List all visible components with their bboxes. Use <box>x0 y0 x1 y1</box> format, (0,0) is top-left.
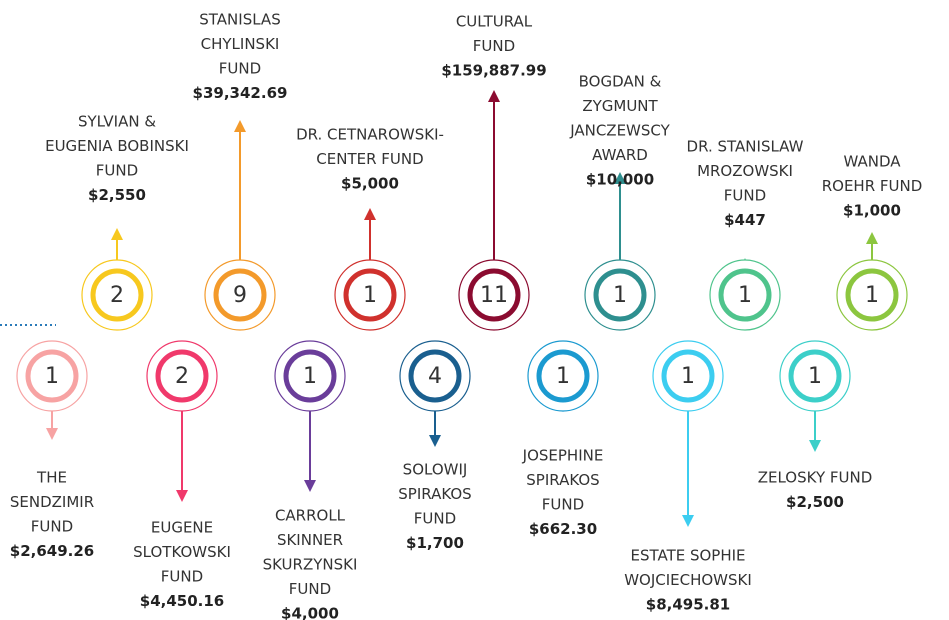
fund-name: STANISLAS <box>199 11 280 29</box>
fund-name: CARROLL <box>275 507 346 525</box>
fund-amount: $159,887.99 <box>441 62 546 80</box>
count: 1 <box>865 283 879 308</box>
fund-name: SKURZYNSKI <box>263 556 358 574</box>
inner-ring <box>213 268 267 322</box>
fund-name: FUND <box>542 496 584 514</box>
fund-name: JOSEPHINE <box>522 447 604 465</box>
fund-amount: $8,495.81 <box>646 596 730 614</box>
fund-name: ZYGMUNT <box>582 97 658 115</box>
fund-name: THE <box>36 469 67 487</box>
arrow-head <box>111 228 123 240</box>
fund-name: SPIRAKOS <box>398 485 471 503</box>
fund-amount: $4,000 <box>281 605 339 620</box>
fund-name: DR. CETNAROWSKI- <box>296 126 444 144</box>
fund-name: WANDA <box>843 153 901 171</box>
fund-name: FUND <box>31 518 73 536</box>
fund-name: SENDZIMIR <box>10 493 94 511</box>
arrow-head <box>809 440 821 452</box>
inner-ring <box>718 268 772 322</box>
fund-name: ZELOSKY FUND <box>758 469 873 487</box>
arrow-head <box>304 480 316 492</box>
count: 1 <box>681 364 695 389</box>
arrow-head <box>176 490 188 502</box>
fund-name: JANCZEWSCY <box>569 122 670 140</box>
fund-name: BOGDAN & <box>579 73 662 91</box>
fund-amount: $447 <box>724 211 766 229</box>
arrow-head <box>682 515 694 527</box>
fund-name: WOJCIECHOWSKI <box>624 571 752 589</box>
count: 11 <box>480 283 508 308</box>
fund-amount: $1,700 <box>406 534 464 552</box>
fund-name: FUND <box>289 580 331 598</box>
arrow-head <box>614 172 626 184</box>
fund-name: AWARD <box>592 146 648 164</box>
count: 1 <box>808 364 822 389</box>
fund-name: ROEHR FUND <box>822 177 923 195</box>
fund-name: SLOTKOWSKI <box>133 543 231 561</box>
fund-name: CENTER FUND <box>316 150 423 168</box>
count: 4 <box>428 364 442 389</box>
count: 2 <box>110 283 124 308</box>
arrow-head <box>866 232 878 244</box>
inner-ring <box>467 268 521 322</box>
fund-name: FUND <box>161 568 203 586</box>
arrow-head <box>488 90 500 102</box>
arrow-head <box>46 428 58 440</box>
fund-amount: $2,500 <box>786 493 844 511</box>
count: 2 <box>175 364 189 389</box>
fund-name: SPIRAKOS <box>526 471 599 489</box>
arrow-head <box>364 208 376 220</box>
fund-name: SKINNER <box>277 531 343 549</box>
fund-amount: $1,000 <box>843 202 901 220</box>
fund-name: FUND <box>219 60 261 78</box>
fund-name: FUND <box>414 510 456 528</box>
fund-amount: $4,450.16 <box>140 592 224 610</box>
fund-name: DR. STANISLAW <box>687 138 804 156</box>
fund-name: CHYLINSKI <box>201 35 280 53</box>
inner-ring <box>845 268 899 322</box>
inner-ring <box>593 268 647 322</box>
inner-ring <box>283 349 337 403</box>
fund-name: EUGENIA BOBINSKI <box>45 137 189 155</box>
fund-amount: $2,649.26 <box>10 542 94 560</box>
inner-ring <box>343 268 397 322</box>
fund-name: EUGENE <box>151 519 213 537</box>
arrow-head <box>429 435 441 447</box>
fund-name: ESTATE SOPHIE <box>630 547 745 565</box>
inner-ring <box>408 349 462 403</box>
fund-name: CULTURAL <box>456 13 533 31</box>
fund-name: MROZOWSKI <box>697 162 793 180</box>
fund-name: FUND <box>724 187 766 205</box>
count: 1 <box>556 364 570 389</box>
fund-name: SYLVIAN & <box>78 113 156 131</box>
inner-ring <box>536 349 590 403</box>
fund-name: SOLOWIJ <box>403 461 468 479</box>
inner-ring <box>788 349 842 403</box>
count: 1 <box>303 364 317 389</box>
inner-ring <box>90 268 144 322</box>
count: 1 <box>363 283 377 308</box>
count: 9 <box>233 283 247 308</box>
fund-name: FUND <box>96 162 138 180</box>
fund-amount: $5,000 <box>341 175 399 193</box>
count: 1 <box>45 364 59 389</box>
inner-ring <box>661 349 715 403</box>
fund-amount: $39,342.69 <box>193 84 288 102</box>
fund-amount: $10,000 <box>586 171 654 189</box>
count: 1 <box>738 283 752 308</box>
fund-amount: $662.30 <box>529 520 597 538</box>
fund-name: FUND <box>473 37 515 55</box>
inner-ring <box>155 349 209 403</box>
arrow-head <box>234 120 246 132</box>
count: 1 <box>613 283 627 308</box>
fund-amount: $2,550 <box>88 186 146 204</box>
inner-ring <box>25 349 79 403</box>
